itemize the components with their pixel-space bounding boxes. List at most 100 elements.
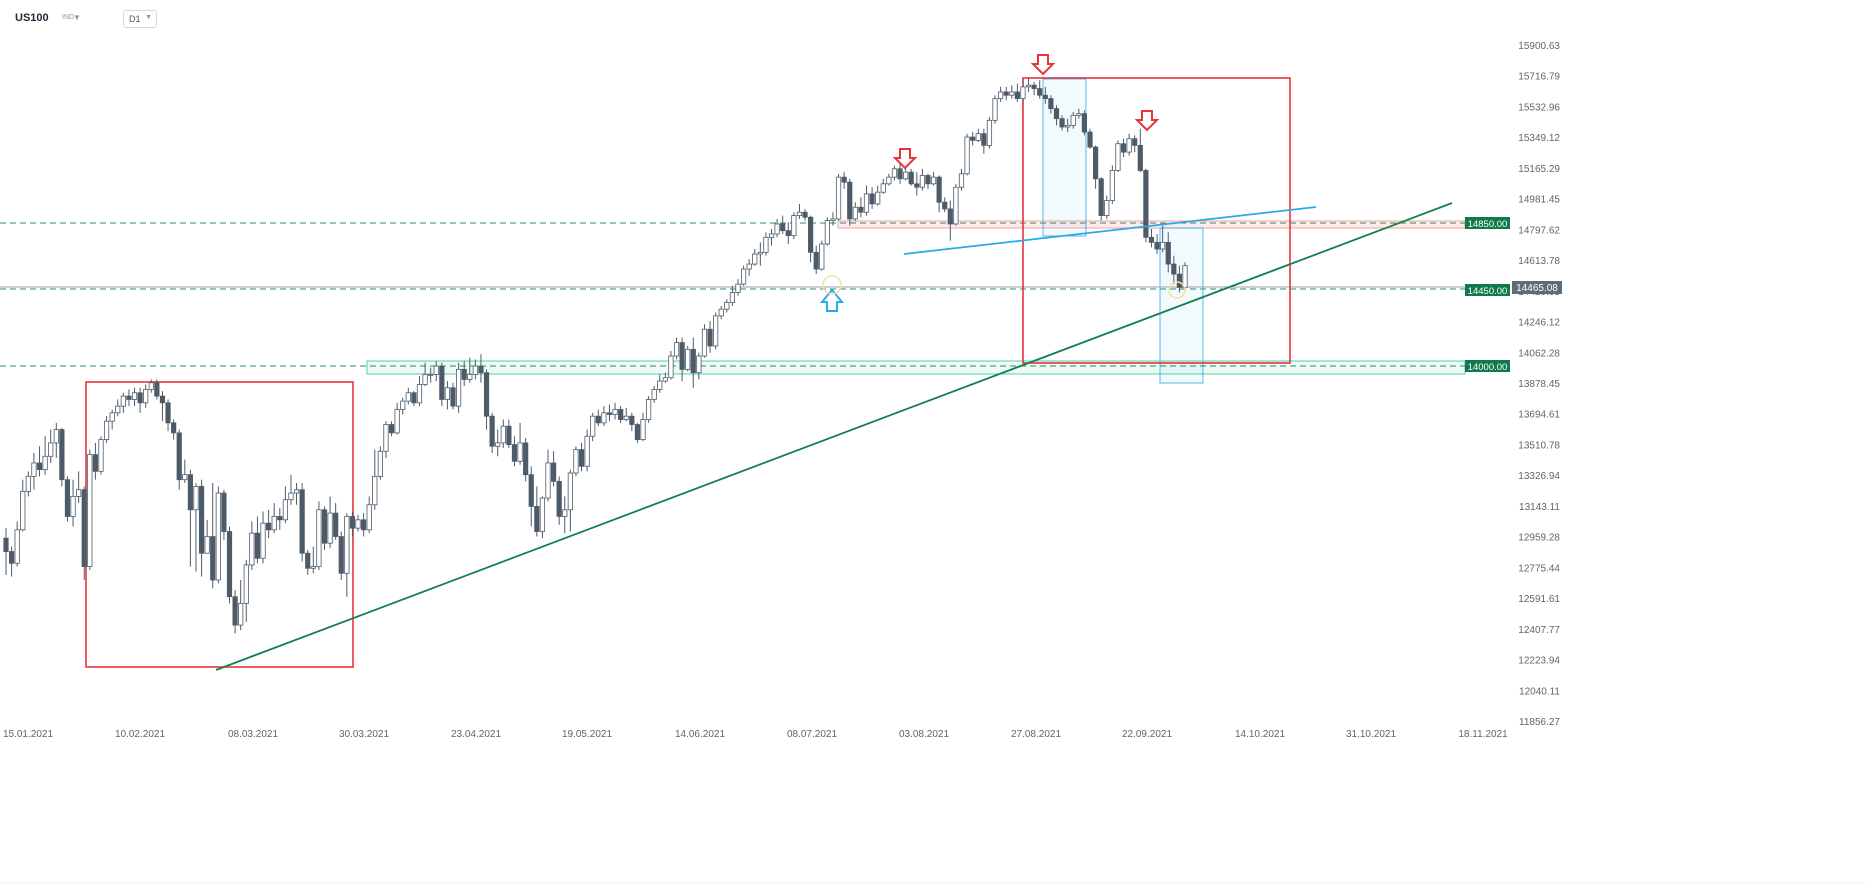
candle-body <box>483 372 490 417</box>
candle <box>210 483 216 589</box>
candle-body <box>662 377 668 382</box>
candle-body <box>400 400 406 410</box>
candle <box>690 337 696 388</box>
y-tick-label: 14246.12 <box>1518 318 1560 329</box>
candle-body <box>1160 241 1166 250</box>
candle-body <box>875 191 881 205</box>
y-tick-label: 13510.78 <box>1518 440 1560 451</box>
candle-body <box>154 382 160 397</box>
timeframe-select[interactable]: D1 ▼ <box>123 10 157 28</box>
candle-body <box>383 424 389 452</box>
y-tick-label: 15349.12 <box>1518 133 1560 144</box>
candle <box>467 357 473 383</box>
candle <box>623 407 629 422</box>
candle-body <box>321 509 328 544</box>
candle <box>673 337 680 360</box>
candle-body <box>852 206 858 220</box>
candle-body <box>925 175 931 185</box>
candle <box>42 436 48 475</box>
x-tick-label: 18.11.2021 <box>1458 729 1508 740</box>
candle <box>942 197 948 213</box>
candle-body <box>461 368 467 380</box>
candle <box>740 265 747 286</box>
candle <box>361 513 367 537</box>
candle <box>640 412 646 442</box>
candle <box>634 422 641 443</box>
candle <box>53 422 59 458</box>
candle-body <box>903 171 909 180</box>
candle <box>266 509 272 539</box>
candle <box>847 178 853 226</box>
candle-body <box>1120 143 1127 153</box>
candle <box>400 397 406 415</box>
candle <box>618 406 624 423</box>
candle-body <box>159 395 166 404</box>
y-tick-label: 13878.45 <box>1518 379 1560 390</box>
candle-body <box>31 462 37 477</box>
candle <box>808 215 814 263</box>
candle-body <box>707 328 713 347</box>
candle <box>282 486 288 524</box>
candle-body <box>48 442 54 457</box>
candle <box>428 367 434 383</box>
candle-body <box>372 475 378 506</box>
candle <box>852 202 858 221</box>
candle-body <box>1076 113 1082 116</box>
candle-body <box>511 444 518 462</box>
candle-body <box>444 387 451 400</box>
candle <box>1148 228 1155 248</box>
y-tick-label: 11856.27 <box>1519 717 1560 728</box>
candle <box>1126 133 1132 156</box>
candle <box>321 506 328 550</box>
candle <box>1065 118 1071 133</box>
candle-body <box>243 564 249 604</box>
candle <box>578 442 585 472</box>
candle-body <box>998 91 1004 99</box>
candle-body <box>1065 124 1071 128</box>
candle-body <box>92 454 99 472</box>
candle <box>1171 255 1177 285</box>
candle <box>869 187 875 209</box>
candle <box>1042 86 1048 104</box>
candle-body <box>986 119 993 146</box>
candle <box>1048 95 1054 114</box>
candle-body <box>858 206 864 213</box>
candle <box>539 496 546 539</box>
candle-body <box>573 449 579 474</box>
candle-body <box>629 415 635 425</box>
candle-body <box>266 522 272 531</box>
candle <box>422 362 428 387</box>
x-tick-label: 22.09.2021 <box>1122 729 1172 740</box>
candle <box>925 173 931 189</box>
candle <box>103 416 110 443</box>
candle-body <box>98 439 104 472</box>
candle <box>724 299 730 313</box>
candle-body <box>1087 131 1093 148</box>
candle <box>472 359 478 380</box>
candle-body <box>64 479 71 517</box>
candle-body <box>1132 138 1138 146</box>
candle-body <box>1048 98 1054 110</box>
candle <box>584 429 590 472</box>
candle-body <box>109 412 115 422</box>
y-tick-label: 14613.78 <box>1518 256 1560 267</box>
candle-body <box>176 432 182 481</box>
candle-body <box>333 512 339 537</box>
candle <box>187 469 193 567</box>
candle-body <box>506 425 512 445</box>
current-price-label-bg <box>1512 281 1562 294</box>
y-tick-label: 14797.62 <box>1518 225 1560 236</box>
candle-body <box>366 504 372 531</box>
chevron-down-icon[interactable]: ▼ <box>73 13 81 22</box>
candle-body <box>260 522 266 559</box>
range-box <box>1022 77 1291 364</box>
candle <box>288 474 294 505</box>
candle-body <box>25 475 31 492</box>
candle-body <box>1171 263 1177 275</box>
candle <box>958 168 965 191</box>
candle <box>550 451 557 487</box>
candle-body <box>528 474 534 507</box>
symbol-name[interactable]: US100 <box>15 12 49 24</box>
candle-body <box>919 175 925 188</box>
